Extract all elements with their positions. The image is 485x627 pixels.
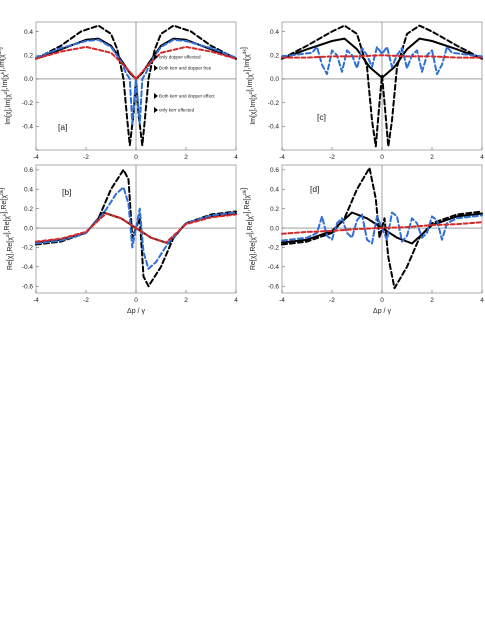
series-line-3 xyxy=(281,45,483,76)
y-tick-label: 0.2 xyxy=(24,206,33,213)
y-tick-label: 0.6 xyxy=(24,167,33,174)
x-tick-label: -4 xyxy=(279,154,285,161)
x-tick-label: 0 xyxy=(134,154,138,161)
y-tick-label: -0.4 xyxy=(268,264,280,271)
y-tick-label: 0.0 xyxy=(24,225,33,232)
legend-arrow xyxy=(154,93,158,99)
x-tick-label: -2 xyxy=(83,154,89,161)
x-tick-label: 2 xyxy=(184,297,188,304)
legend-entry: only dopper effected xyxy=(159,55,201,60)
x-tick-label: 4 xyxy=(234,154,238,161)
y-tick-label: 0.2 xyxy=(270,206,279,213)
y-tick-label: -0.4 xyxy=(22,124,34,131)
y-tick-label: -0.2 xyxy=(268,100,280,107)
x-tick-label: 2 xyxy=(430,154,434,161)
panel-label: [a] xyxy=(58,122,67,132)
y-tick-label: -0.6 xyxy=(22,284,34,291)
y-tick-label: -0.2 xyxy=(268,245,280,252)
y-axis-label: Im[χ],Im[χd],Im[χk],Im[χdk] xyxy=(0,47,12,125)
panel-label: [d] xyxy=(310,184,319,194)
x-tick-label: -2 xyxy=(329,154,335,161)
legend-entry: Both kerr and dopper effect xyxy=(159,94,215,99)
panel-label: [b] xyxy=(62,187,71,197)
y-tick-label: 0.2 xyxy=(270,52,279,59)
y-tick-label: 0.4 xyxy=(24,187,33,194)
y-tick-label: 0.0 xyxy=(24,76,33,83)
chart-panel-1: -4 -2 0 2 4 -0.4 -0.2 0.0 0.2 0.4 [a] Im[χ],Im[χd],… xyxy=(0,21,238,161)
x-tick-label: 4 xyxy=(480,297,484,304)
x-tick-label: 0 xyxy=(380,154,384,161)
y-tick-label: -0.6 xyxy=(268,284,280,291)
chart-panel-3: -4 -2 0 2 4 -0.6 -0.4 -0.2 0.0 0.2 0.4 0.6 [b] Re[χ],… xyxy=(0,164,238,315)
x-tick-label: 4 xyxy=(480,154,484,161)
chart-panel-4: -4 -2 0 2 4 -0.6 -0.4 -0.2 0.0 0.2 0.4 0.6 [d] Re[χ],… xyxy=(241,164,484,315)
series-line-2 xyxy=(281,24,483,148)
y-tick-label: -0.4 xyxy=(22,264,34,271)
y-tick-label: 0.0 xyxy=(270,225,279,232)
y-axis-label: Re[χ],Re[χd],Re[χk],Re[χdk] xyxy=(0,188,14,270)
panel-label: [c] xyxy=(317,112,326,122)
x-tick-label: 0 xyxy=(380,297,384,304)
x-tick-label: -4 xyxy=(33,154,39,161)
y-tick-label: -0.2 xyxy=(22,245,34,252)
x-tick-label: 0 xyxy=(134,297,138,304)
y-tick-label: 0.2 xyxy=(24,52,33,59)
y-tick-label: -0.2 xyxy=(22,100,34,107)
y-tick-label: 0.0 xyxy=(270,76,279,83)
y-tick-label: 0.4 xyxy=(24,29,33,36)
series-line-4 xyxy=(281,221,483,235)
series-line-4 xyxy=(35,45,237,80)
legend-arrow xyxy=(154,54,158,60)
x-axis-label: Δp / γ xyxy=(127,308,145,315)
x-tick-label: -4 xyxy=(33,297,39,304)
x-tick-label: 2 xyxy=(430,297,434,304)
x-tick-label: 4 xyxy=(234,297,238,304)
series-line-4 xyxy=(281,54,483,59)
x-axis-label: Δp / γ xyxy=(373,308,391,315)
x-tick-label: -4 xyxy=(279,297,285,304)
y-tick-label: 0.4 xyxy=(270,187,279,194)
x-tick-label: -2 xyxy=(83,297,89,304)
chart-panel-2: -4 -2 0 2 4 -0.4 -0.2 0.0 0.2 0.4 [c] Im[χ],Im[χd],… xyxy=(241,21,484,161)
y-axis-label: Im[χ],Im[χd],Im[χk],Im[χdk] xyxy=(241,47,257,125)
y-axis-label: Re[χ],Re[χd],Re[χk],Re[χdk] xyxy=(241,188,257,270)
y-tick-label: -0.4 xyxy=(268,124,280,131)
legend-arrow xyxy=(154,65,158,71)
legend-arrow xyxy=(154,107,158,113)
legend-entry: Both kerr and dopper free xyxy=(159,66,212,71)
y-tick-label: 0.4 xyxy=(270,29,279,36)
x-tick-label: 2 xyxy=(184,154,188,161)
y-tick-label: 0.6 xyxy=(270,167,279,174)
series-line-4 xyxy=(35,212,237,244)
legend-entry: only kerr effected xyxy=(159,108,195,113)
x-tick-label: -2 xyxy=(329,297,335,304)
